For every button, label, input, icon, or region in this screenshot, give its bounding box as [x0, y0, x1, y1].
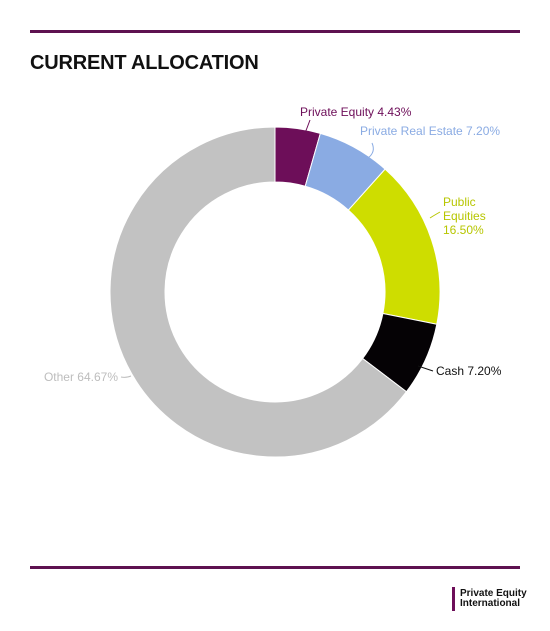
leader-line-other [120, 375, 132, 378]
bottom-rule [30, 566, 520, 569]
top-rule [30, 30, 520, 33]
leader-line-cash [417, 365, 434, 372]
logo-line-1: Private Equity [460, 588, 527, 599]
label-private-real-estate: Private Real Estate 7.20% [360, 124, 500, 138]
logo-line-2: International [460, 598, 521, 609]
brand-logo: Private Equity International [452, 587, 527, 611]
label-other: Other 64.67% [44, 370, 118, 384]
slice-other [109, 126, 408, 458]
logo-accent-bar [452, 587, 455, 611]
page-title: CURRENT ALLOCATION [30, 52, 259, 74]
leader-line-public-equities [429, 211, 441, 219]
logo-text: Private Equity International [460, 587, 527, 611]
label-public-equities: Public Equities 16.50% [443, 195, 486, 237]
label-cash: Cash 7.20% [436, 364, 502, 378]
leader-line-private-real-estate [367, 142, 374, 159]
leader-line-private-equity [304, 119, 311, 134]
label-private-equity: Private Equity 4.43% [300, 105, 412, 119]
